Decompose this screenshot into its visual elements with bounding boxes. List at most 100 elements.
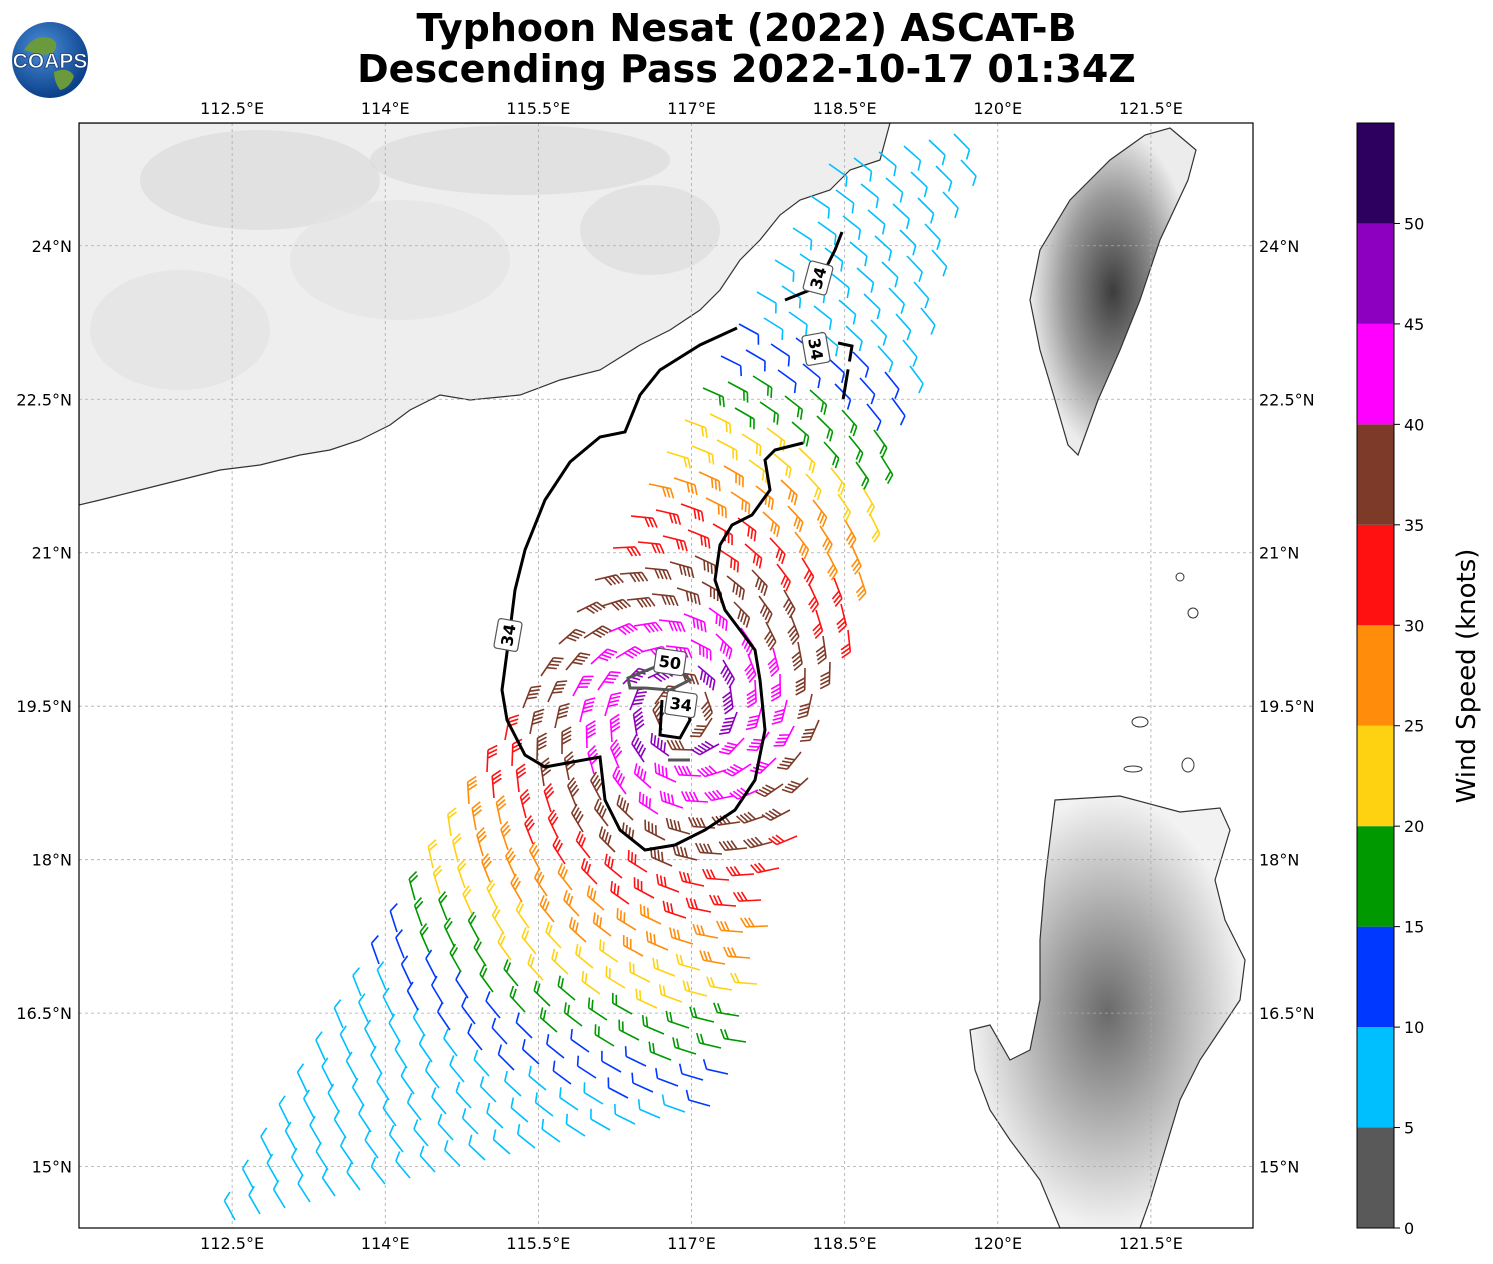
wind-barb [705,497,727,519]
wind-barb [752,375,773,399]
wind-barb [521,927,537,955]
wind-barb [835,189,855,214]
wind-barb [751,569,768,597]
wind-barb [533,868,548,897]
wind-barb [260,1127,272,1157]
wind-barb [763,317,784,340]
wind-barb [321,1168,336,1197]
wind-barb [696,765,727,778]
wind-barb [666,451,692,469]
wind-barb [624,1046,647,1067]
wind-barb [730,491,751,515]
wind-barb [590,771,603,801]
lat-tick-label-right: 16.5°N [1259,1004,1315,1023]
wind-barb [823,441,840,469]
wind-barb [655,1067,679,1087]
contour-label-text: 34 [497,622,520,647]
wind-barb [443,917,455,947]
wind-barb [601,598,632,611]
coaps-logo: COAPS [12,22,88,98]
lon-tick-label-top: 120°E [973,99,1022,118]
wind-barb [662,900,687,919]
wind-barb [809,389,828,415]
wind-barb [468,1134,486,1161]
contour-label-text: 34 [804,336,827,361]
wind-barb [558,628,586,645]
wind-barb [683,613,707,633]
wind-barb [570,1028,590,1053]
wind-barb [704,789,734,802]
wind-barb [534,1092,554,1117]
wind-barb [841,409,858,437]
wind-barb [935,165,953,192]
wind-barb [716,439,738,461]
wind-barb [497,1044,515,1071]
wind-barb [720,355,742,377]
wind-barb [471,801,483,831]
wind-barb [467,1023,483,1051]
wind-barb [687,529,711,549]
wind-barb [580,858,598,885]
wind-barb [899,229,917,256]
wind-barb [590,1108,611,1131]
wind-barb [590,648,618,665]
wind-barb [466,775,478,805]
wind-barb [881,261,899,288]
wind-barb [370,1156,386,1185]
wind-barb [563,889,580,917]
wind-barb [682,980,708,997]
wind-barb [672,1037,697,1055]
wind-barb [592,912,612,937]
wind-barb [698,471,721,492]
wind-barb [436,1002,451,1031]
wind-barb [776,563,791,592]
wind-barb [805,473,822,501]
wind-barb [787,505,804,533]
wind-barb [874,235,893,261]
wind-barb [473,1049,490,1077]
wind-barb [638,791,659,815]
wind-barb [690,740,720,756]
wind-barb [673,765,702,777]
lon-ticks-top: 112.5°E 114°E 115.5°E 117°E 118.5°E 120°E 121.… [200,99,1183,118]
wind-barb [284,1121,297,1151]
wind-barb [583,625,612,639]
wind-barb [791,641,803,671]
wind-barb [762,511,781,538]
wind-barb [727,381,749,403]
wind-barb [725,865,755,877]
wind-barb [586,885,605,911]
wind-barb [476,826,487,857]
wind-barb [631,734,647,763]
wind-barb [784,395,804,420]
wind-barb [656,873,680,893]
wind-barb [931,249,948,277]
gridlines [79,123,1253,1228]
wind-barb [406,1092,422,1121]
wind-barb [830,467,846,496]
wind-barb [492,1129,511,1155]
wind-barb [673,477,698,496]
wind-barb [358,993,369,1023]
contour-labels: 34 50 34 34 34 [493,260,834,719]
contour-label-text: 50 [658,652,683,674]
wind-barb [486,1102,504,1129]
wind-barb [788,311,808,335]
wind-barb [581,970,601,995]
wind-barb [810,195,831,219]
wind-barb [622,935,644,957]
wind-barb [339,1025,351,1055]
wind-barb [767,647,780,677]
contour-label: 34 [493,618,523,652]
wind-barb [543,782,555,813]
wind-barb [382,987,394,1017]
wind-barb [364,1019,376,1049]
wind-barb [457,859,467,889]
wind-barb [614,1103,636,1125]
lon-tick-label-bottom: 115.5°E [506,1234,570,1253]
wind-barb [924,223,941,251]
logo-text: COAPS [13,50,88,73]
wind-barb [849,241,868,267]
wind-barb [666,739,695,751]
wind-barb [598,826,616,853]
